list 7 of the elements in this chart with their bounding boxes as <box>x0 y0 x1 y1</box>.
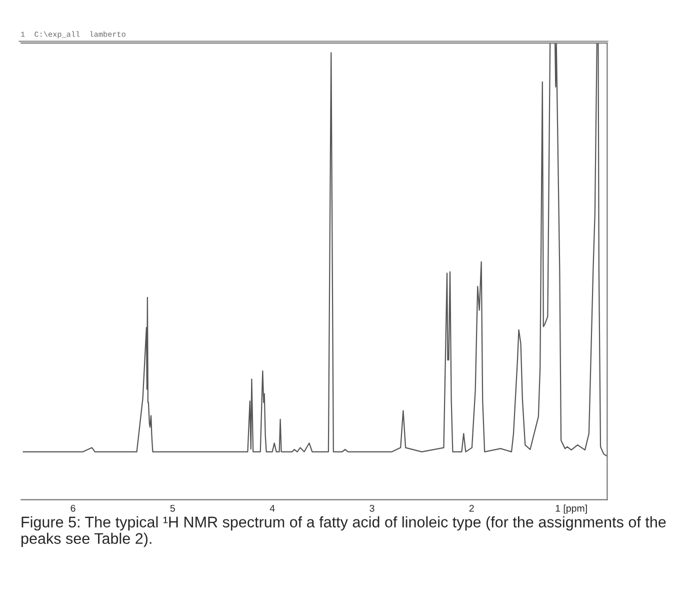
caption: Figure 5: The typical ¹H NMR spectrum of a fatty acid of linoleic type (for the assignments of the peaks see Table 2). <box>21 516 666 547</box>
x-tick-label: 4 <box>270 504 275 512</box>
x-tick-label: 3 <box>370 504 374 512</box>
x-tick-label: 5 <box>170 504 175 512</box>
x-tick-label: 2 <box>469 504 474 512</box>
x-tick-label: 1 [ppm] <box>556 504 587 514</box>
x-tick-label: 6 <box>70 504 76 512</box>
